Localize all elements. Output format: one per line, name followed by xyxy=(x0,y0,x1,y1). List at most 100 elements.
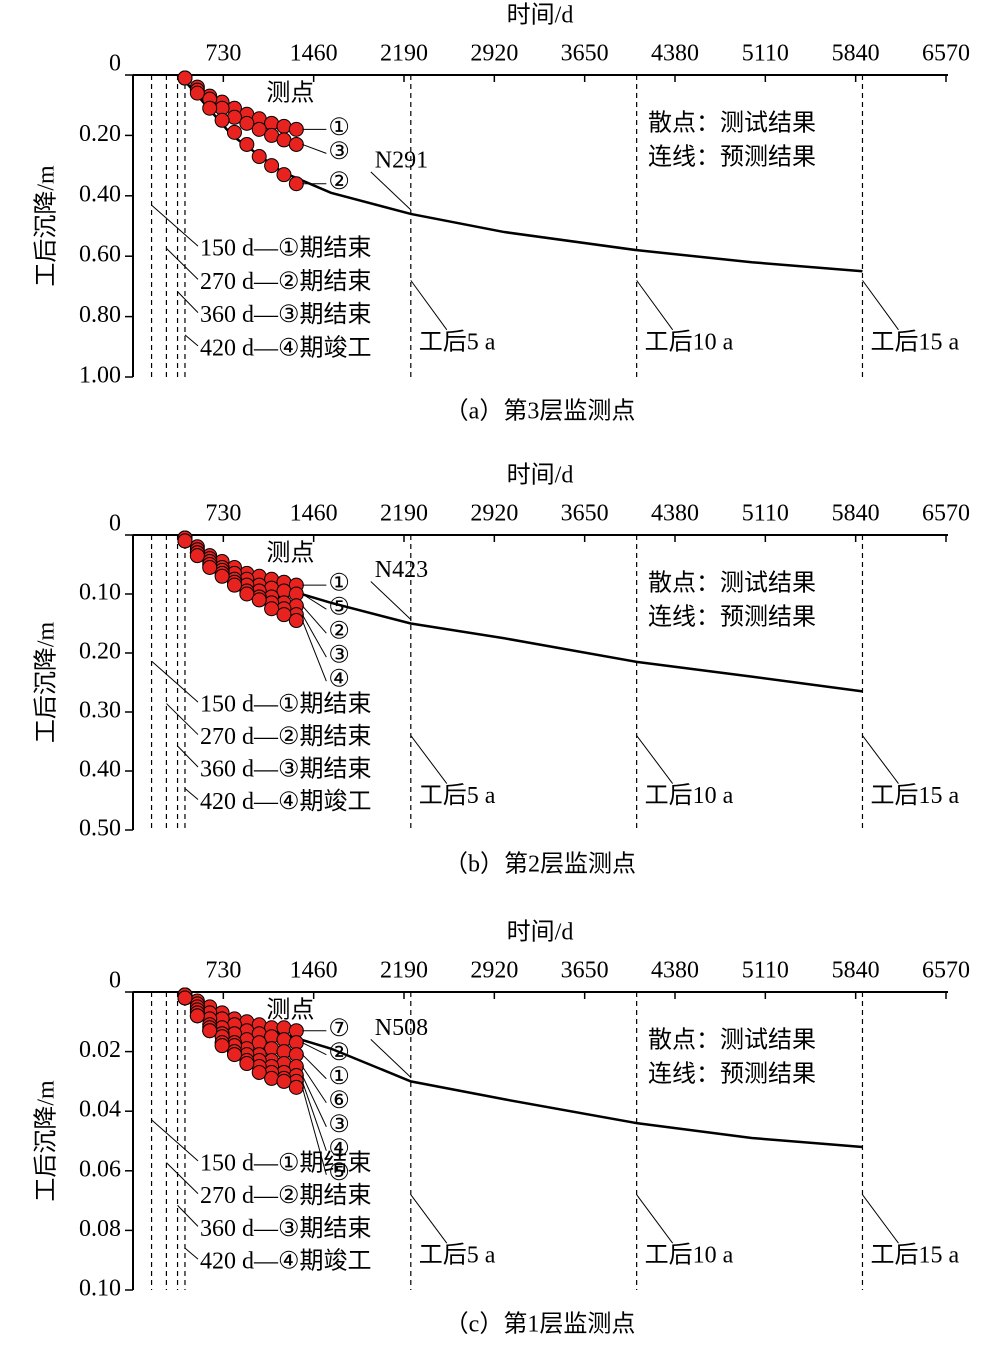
series-label: ③ xyxy=(328,1112,350,1138)
x-tick-label: 6570 xyxy=(922,958,970,984)
marker-label: 360 d—③期结束 xyxy=(200,1215,372,1242)
leader xyxy=(151,660,199,703)
x-tick-label: 1460 xyxy=(290,958,338,984)
x-tick-label: 4380 xyxy=(651,958,699,984)
series-label: ④ xyxy=(328,1136,350,1162)
y-tick-label: 0.30 xyxy=(79,698,121,724)
x-tick-label: 4380 xyxy=(651,501,699,527)
x-tick-label: 1460 xyxy=(290,41,338,67)
data-point xyxy=(264,158,280,174)
series-label: ① xyxy=(328,115,350,141)
y-tick-label: 0 xyxy=(109,51,121,77)
leader xyxy=(410,735,448,784)
leader xyxy=(301,1066,327,1104)
marker-label: 工后15 a xyxy=(870,1242,959,1269)
data-point xyxy=(288,613,304,629)
marker-label: 420 d—④期竣工 xyxy=(200,334,372,361)
data-point xyxy=(288,121,304,137)
y-axis-title: 工后沉降/m xyxy=(33,1080,60,1202)
leader xyxy=(301,1075,327,1127)
data-point xyxy=(189,1008,205,1024)
marker-label: 150 d—①期结束 xyxy=(200,1149,372,1176)
y-tick-label: 0.80 xyxy=(79,302,121,328)
y-tick-label: 0.04 xyxy=(79,1097,121,1123)
leader xyxy=(410,280,448,331)
leader xyxy=(862,735,899,784)
y-tick-label: 0.08 xyxy=(79,1216,121,1242)
y-tick-label: 1.00 xyxy=(79,363,121,389)
leader xyxy=(166,248,199,280)
data-point xyxy=(177,70,193,86)
line-label: N508 xyxy=(375,1015,428,1041)
data-point xyxy=(202,100,218,116)
marker-label: 270 d—②期结束 xyxy=(200,723,372,750)
data-point xyxy=(177,533,193,549)
data-point xyxy=(239,1056,255,1072)
data-point xyxy=(202,1023,218,1039)
data-point xyxy=(202,559,218,575)
leader xyxy=(301,605,327,634)
x-tick-label: 730 xyxy=(205,41,241,67)
leader xyxy=(184,334,199,347)
x-axis-title: 时间/d xyxy=(507,919,574,946)
series-label: ② xyxy=(328,169,350,195)
leader xyxy=(410,1194,448,1244)
data-point xyxy=(189,85,205,101)
marker-label: 工后15 a xyxy=(870,782,959,809)
annotation: 散点：测试结果 xyxy=(648,570,816,597)
annotation: 测点 xyxy=(266,540,314,567)
chart-title: （b）第2层监测点 xyxy=(444,851,636,878)
data-point xyxy=(226,124,242,140)
annotation: 散点：测试结果 xyxy=(648,110,816,137)
series-label: ⑤ xyxy=(328,595,350,621)
leader xyxy=(370,1039,412,1078)
marker-label: 270 d—②期结束 xyxy=(200,268,372,295)
x-tick-label: 3650 xyxy=(561,958,609,984)
x-tick-label: 2190 xyxy=(380,41,428,67)
leader xyxy=(177,1205,199,1227)
data-point xyxy=(214,568,230,584)
data-point xyxy=(251,1064,267,1080)
annotation: 散点：测试结果 xyxy=(648,1027,816,1054)
x-tick-label: 2920 xyxy=(470,958,518,984)
data-point xyxy=(226,577,242,593)
data-point xyxy=(214,112,230,128)
data-point xyxy=(276,167,292,183)
annotation: 测点 xyxy=(266,80,314,107)
series-label: ⑤ xyxy=(328,1160,350,1186)
series-label: ② xyxy=(328,619,350,645)
leader xyxy=(636,735,674,784)
leader xyxy=(862,280,899,331)
annotation: 连线：预测结果 xyxy=(648,1061,816,1088)
leader xyxy=(862,1194,899,1244)
y-tick-label: 0.40 xyxy=(79,181,121,207)
data-point xyxy=(226,1047,242,1063)
data-point xyxy=(226,109,242,125)
marker-label: 工后15 a xyxy=(870,328,959,355)
leader xyxy=(184,788,199,800)
leader xyxy=(636,1194,674,1244)
leader xyxy=(302,143,327,154)
marker-label: 工后5 a xyxy=(419,328,496,355)
series-label: ③ xyxy=(328,139,350,165)
x-axis-title: 时间/d xyxy=(507,2,574,29)
series-label: ① xyxy=(328,1064,350,1090)
data-point xyxy=(251,121,267,137)
marker-label: 420 d—④期竣工 xyxy=(200,1248,372,1275)
x-axis-title: 时间/d xyxy=(507,462,574,489)
marker-label: 420 d—④期竣工 xyxy=(200,788,372,815)
y-tick-label: 0 xyxy=(109,968,121,994)
y-tick-label: 0.10 xyxy=(79,580,121,606)
x-tick-label: 3650 xyxy=(561,41,609,67)
marker-label: 150 d—①期结束 xyxy=(200,235,372,262)
data-point xyxy=(288,176,304,192)
leader xyxy=(370,171,412,211)
y-tick-label: 0.40 xyxy=(79,757,121,783)
leader xyxy=(301,614,327,658)
data-point xyxy=(264,601,280,617)
data-point xyxy=(214,1038,230,1054)
leader xyxy=(166,1162,199,1194)
x-tick-label: 5110 xyxy=(742,958,789,984)
marker-label: 工后10 a xyxy=(645,1242,734,1269)
